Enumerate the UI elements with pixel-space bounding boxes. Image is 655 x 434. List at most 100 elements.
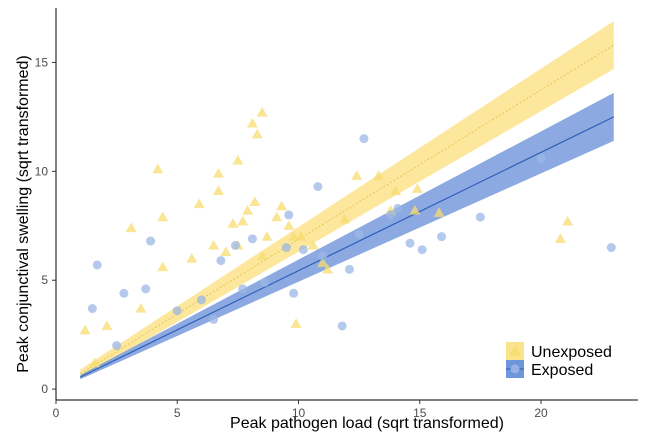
fit-line-exposed [79, 116, 615, 378]
data-point-unexposed [193, 198, 205, 209]
data-point-exposed [281, 243, 291, 253]
y-tick-label: 5 [41, 273, 48, 287]
x-tick-label: 15 [413, 406, 427, 420]
y-axis-label: Peak conjunctival swelling (sqrt transfo… [15, 55, 32, 372]
fit-lines [79, 44, 615, 378]
data-point-exposed [141, 284, 151, 294]
y-tick-label: 15 [35, 55, 49, 69]
data-point-exposed [230, 240, 240, 250]
x-tick-label: 10 [292, 406, 306, 420]
data-point-exposed [172, 306, 182, 316]
data-point-unexposed [288, 231, 300, 241]
data-point-unexposed [295, 231, 307, 241]
data-point-exposed [119, 288, 129, 298]
data-point-exposed [238, 284, 248, 294]
confidence-bands [80, 21, 614, 380]
data-point-exposed [318, 251, 328, 261]
y-tick-label: 10 [35, 164, 49, 178]
data-point-unexposed [411, 183, 423, 193]
data-point-unexposed [339, 213, 351, 224]
data-point-exposed [354, 229, 364, 239]
x-tick-label: 0 [53, 406, 60, 420]
data-point-unexposed [89, 357, 101, 368]
data-point-exposed [386, 210, 396, 220]
data-point-unexposed [246, 117, 258, 128]
legend: Unexposed Exposed [506, 342, 612, 379]
data-point-unexposed [283, 220, 295, 230]
legend-marker-triangle-icon [509, 345, 521, 356]
legend-item-unexposed: Unexposed [506, 342, 612, 361]
data-point-exposed [112, 341, 122, 351]
data-point-exposed [359, 134, 369, 144]
confidence-band-exposed [80, 92, 614, 380]
data-point-unexposed [227, 218, 239, 228]
legend-item-exposed: Exposed [506, 360, 593, 379]
data-point-exposed [606, 243, 616, 253]
x-tick-label: 20 [534, 406, 548, 420]
data-point-exposed [284, 210, 294, 220]
data-point-unexposed [322, 263, 334, 274]
data-point-unexposed [152, 163, 164, 174]
data-point-unexposed [276, 200, 288, 211]
data-point-unexposed [237, 215, 249, 226]
data-point-unexposed [317, 257, 329, 267]
data-point-unexposed [157, 211, 169, 222]
data-point-exposed [475, 212, 485, 222]
data-point-unexposed [212, 168, 224, 178]
data-point-unexposed [157, 261, 169, 272]
data-point-unexposed [232, 154, 244, 165]
fit-line-unexposed [79, 44, 615, 375]
data-point-exposed [197, 295, 206, 305]
data-point-exposed [260, 277, 270, 287]
data-point-exposed [344, 264, 354, 274]
data-point-exposed [146, 236, 156, 246]
data-point-unexposed [220, 246, 232, 257]
data-point-unexposed [208, 239, 220, 250]
legend-marker-circle-icon [510, 364, 520, 374]
confidence-band-unexposed [80, 21, 614, 379]
data-point-exposed [313, 182, 323, 192]
data-point-exposed [289, 288, 299, 298]
data-point-exposed [87, 304, 97, 314]
x-axis-label: Peak pathogen load (sqrt transformed) [230, 415, 504, 432]
data-point-exposed [437, 232, 447, 242]
data-point-unexposed [409, 205, 421, 215]
data-point-unexposed [261, 231, 273, 241]
data-point-exposed [405, 238, 415, 248]
data-point-unexposed [79, 324, 91, 335]
y-tick-label: 0 [41, 382, 48, 396]
data-point-exposed [92, 260, 102, 270]
data-point-unexposed [212, 185, 224, 196]
data-point-unexposed [135, 303, 147, 313]
data-point-exposed [393, 203, 403, 213]
data-point-unexposed [554, 233, 566, 243]
axes: 0 5 10 15 20 0 5 10 15 [35, 8, 638, 420]
data-point-unexposed [433, 207, 445, 217]
data-point-unexposed [186, 252, 198, 263]
data-point-exposed [247, 234, 257, 244]
data-point-unexposed [290, 318, 302, 328]
data-point-unexposed [307, 239, 319, 250]
data-point-exposed [417, 245, 427, 255]
data-point-exposed [298, 245, 308, 255]
data-point-unexposed [125, 222, 137, 233]
data-point-unexposed [351, 170, 363, 180]
data-point-unexposed [390, 185, 401, 196]
x-tick-label: 5 [174, 406, 181, 420]
data-point-unexposed [271, 211, 283, 222]
data-point-exposed [209, 314, 219, 324]
data-point-unexposed [242, 205, 254, 215]
data-points [79, 107, 616, 368]
data-point-exposed [216, 256, 226, 266]
data-point-unexposed [251, 128, 263, 139]
data-point-unexposed [249, 196, 261, 206]
data-point-exposed [536, 153, 546, 163]
legend-label-unexposed: Unexposed [531, 344, 612, 361]
data-point-unexposed [256, 250, 268, 261]
legend-label-exposed: Exposed [531, 362, 593, 379]
data-point-exposed [337, 321, 347, 331]
data-point-unexposed [101, 320, 113, 331]
data-point-unexposed [256, 107, 268, 117]
data-point-unexposed [562, 215, 574, 226]
